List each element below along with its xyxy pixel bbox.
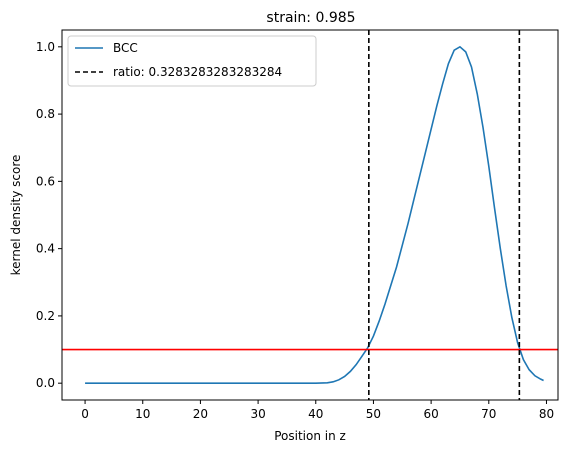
legend: BCC ratio: 0.3283283283283284: [67, 35, 317, 87]
plot-frame: [61, 29, 559, 401]
x-tick-label: 40: [308, 407, 323, 421]
x-tick-label: 20: [193, 407, 208, 421]
x-tick-label: 70: [481, 407, 496, 421]
y-axis-ticks: 0.0 0.2 0.4 0.6 0.8 1.0: [36, 40, 62, 390]
y-tick-label: 1.0: [36, 40, 55, 54]
x-axis-ticks: 0 10 20 30 40 50 60 70 80: [81, 400, 554, 421]
x-tick-label: 30: [250, 407, 265, 421]
x-tick-label: 0: [81, 407, 89, 421]
legend-label-bcc: BCC: [113, 41, 138, 55]
y-tick-label: 0.6: [36, 174, 55, 188]
legend-label-ratio: ratio: 0.3283283283283284: [113, 65, 282, 79]
x-tick-label: 60: [423, 407, 438, 421]
legend-box: [67, 35, 317, 87]
y-tick-label: 0.2: [36, 309, 55, 323]
x-tick-label: 80: [539, 407, 554, 421]
y-tick-label: 0.0: [36, 376, 55, 390]
series-line-bcc: [85, 45, 544, 384]
y-tick-label: 0.4: [36, 242, 55, 256]
y-axis-label: kernel density score: [9, 155, 23, 276]
chart-title: strain: 0.985: [266, 10, 355, 26]
x-axis-label: Position in z: [274, 429, 346, 443]
x-tick-label: 50: [366, 407, 381, 421]
x-tick-label: 10: [135, 407, 150, 421]
y-tick-label: 0.8: [36, 107, 55, 121]
ratio-lines: [368, 30, 521, 400]
